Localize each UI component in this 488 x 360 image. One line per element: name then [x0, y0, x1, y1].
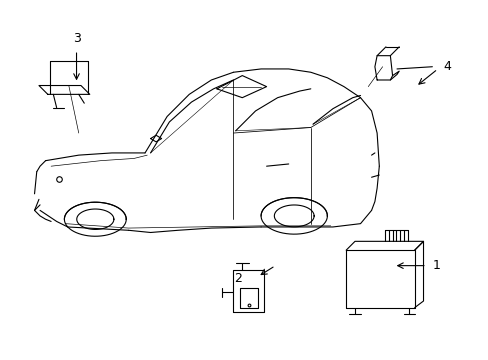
Text: 4: 4 — [443, 60, 450, 73]
Text: 1: 1 — [431, 259, 439, 272]
Text: 3: 3 — [72, 32, 81, 45]
Text: 2: 2 — [234, 273, 242, 285]
